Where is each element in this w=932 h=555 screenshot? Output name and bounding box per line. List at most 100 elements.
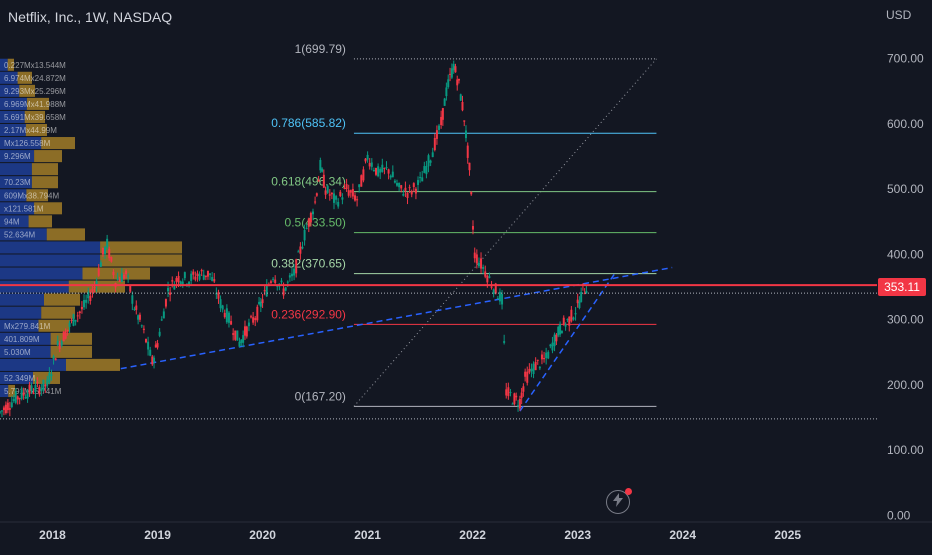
- candle-body: [576, 299, 579, 304]
- x-tick-label: 2024: [669, 528, 696, 542]
- y-tick-label: 300.00: [887, 313, 924, 327]
- candle-body: [337, 201, 340, 207]
- candle-body: [423, 166, 426, 173]
- volume-profile-label: 6.969Mx41.988M: [4, 100, 66, 109]
- fibonacci-retracement[interactable]: 1(699.79) 0.786(585.82) 0.618(496.34) 0.5(4…: [271, 42, 657, 407]
- candle-body: [349, 190, 352, 193]
- current-price-badge: 353.11: [878, 278, 926, 296]
- volume-profile-bar-up: [0, 345, 51, 358]
- trendlines[interactable]: [120, 266, 673, 412]
- candle-body: [427, 155, 430, 167]
- volume-profile-bar-down: [82, 267, 150, 280]
- volume-profile-label: 9.293Mx25.296M: [4, 87, 66, 96]
- candle-body: [449, 73, 452, 75]
- candle-body: [459, 94, 462, 101]
- price-series: [0, 60, 588, 418]
- candle-body: [44, 384, 47, 387]
- candle-body: [393, 180, 396, 183]
- candle-body: [16, 396, 19, 400]
- volume-profile-bar-down: [66, 358, 120, 371]
- x-tick-label: 2019: [144, 528, 171, 542]
- volume-profile-bar-up: [0, 306, 42, 319]
- candle-body: [62, 331, 65, 342]
- volume-profile-bar-up: [0, 384, 9, 398]
- volume-profile-bar-down: [41, 306, 75, 319]
- candle-body: [274, 279, 277, 283]
- volume-profile-label: x121.581M: [4, 204, 44, 213]
- volume-profile-bar-down: [34, 202, 62, 215]
- candle-body: [171, 280, 174, 282]
- candle-body: [162, 311, 165, 319]
- candle-body: [34, 385, 37, 393]
- candle-body: [83, 299, 86, 308]
- volume-profile-bar-down: [34, 150, 62, 163]
- volume-profile-label: Mx126.558M: [4, 139, 51, 148]
- candle-body: [125, 270, 128, 275]
- quick-trade-button[interactable]: [606, 488, 632, 514]
- volume-profile-bar-up: [0, 71, 18, 84]
- volume-profile-bar-down: [46, 228, 85, 241]
- time-axis[interactable]: 2018 2019 2020 2021 2022 2023 2024 2025: [0, 521, 932, 542]
- volume-profile-bar-up: [0, 228, 47, 241]
- fib-level-label: 0.382(370.65): [271, 257, 346, 271]
- volume-profile-label: 5.791Mx5.741M: [4, 387, 62, 396]
- candle-body: [36, 382, 39, 384]
- candle-body: [247, 322, 250, 327]
- candle-body: [177, 275, 180, 283]
- candle-body: [457, 78, 460, 81]
- candle-body: [112, 271, 115, 276]
- candle-body: [10, 402, 13, 408]
- candle-body: [562, 317, 565, 325]
- volume-profile-label: 52.634M: [4, 230, 35, 239]
- candle-body: [110, 256, 113, 262]
- candle-body: [293, 268, 296, 276]
- candle-body: [131, 295, 134, 304]
- symbol-title[interactable]: Netflix, Inc., 1W, NASDAQ: [8, 9, 173, 25]
- candle-body: [341, 197, 344, 200]
- volume-profile-bar-down: [31, 176, 58, 189]
- candle-body: [433, 138, 436, 151]
- candle-body: [40, 388, 43, 392]
- volume-profile-bar-down: [8, 384, 15, 398]
- candle-body: [104, 247, 107, 255]
- candle-body: [356, 199, 359, 201]
- candle-body: [445, 87, 448, 97]
- candle-body: [198, 274, 201, 280]
- candle-body: [549, 344, 552, 347]
- candle-body: [471, 226, 474, 230]
- candle-body: [543, 357, 546, 360]
- candle-body: [398, 182, 401, 188]
- candle-body: [276, 285, 279, 287]
- volume-profile-label: 52.349M: [4, 374, 35, 383]
- price-axis[interactable]: 700.00 600.00 500.00 400.00 300.00 200.00 100.…: [887, 52, 924, 523]
- volume-profile-bar-down: [28, 215, 52, 228]
- notification-dot: [625, 488, 632, 495]
- candle-body: [196, 273, 199, 277]
- candle-body: [488, 276, 491, 278]
- candle-body: [188, 281, 191, 285]
- candle-body: [522, 386, 525, 392]
- volume-profile-bar-up: [0, 137, 42, 150]
- horizontal-lines[interactable]: [0, 284, 877, 420]
- lightning-icon: [613, 492, 623, 512]
- candle-body: [200, 270, 203, 272]
- candle-body: [66, 329, 69, 331]
- candle-body: [232, 333, 235, 335]
- candle-body: [360, 175, 363, 187]
- candle-body: [80, 306, 83, 310]
- candle-body: [219, 299, 222, 309]
- candle-body: [288, 275, 291, 278]
- volume-profile-bar-down: [7, 58, 14, 71]
- volume-profile-label: 9.296M: [4, 152, 31, 161]
- candle-body: [515, 395, 518, 398]
- candle-body: [408, 187, 411, 189]
- candle-body: [95, 280, 98, 286]
- candle-body: [297, 251, 300, 253]
- candle-body: [447, 79, 450, 87]
- candle-body: [414, 188, 417, 194]
- trendline: [120, 266, 673, 370]
- candle-body: [22, 392, 25, 396]
- candle-body: [326, 185, 329, 193]
